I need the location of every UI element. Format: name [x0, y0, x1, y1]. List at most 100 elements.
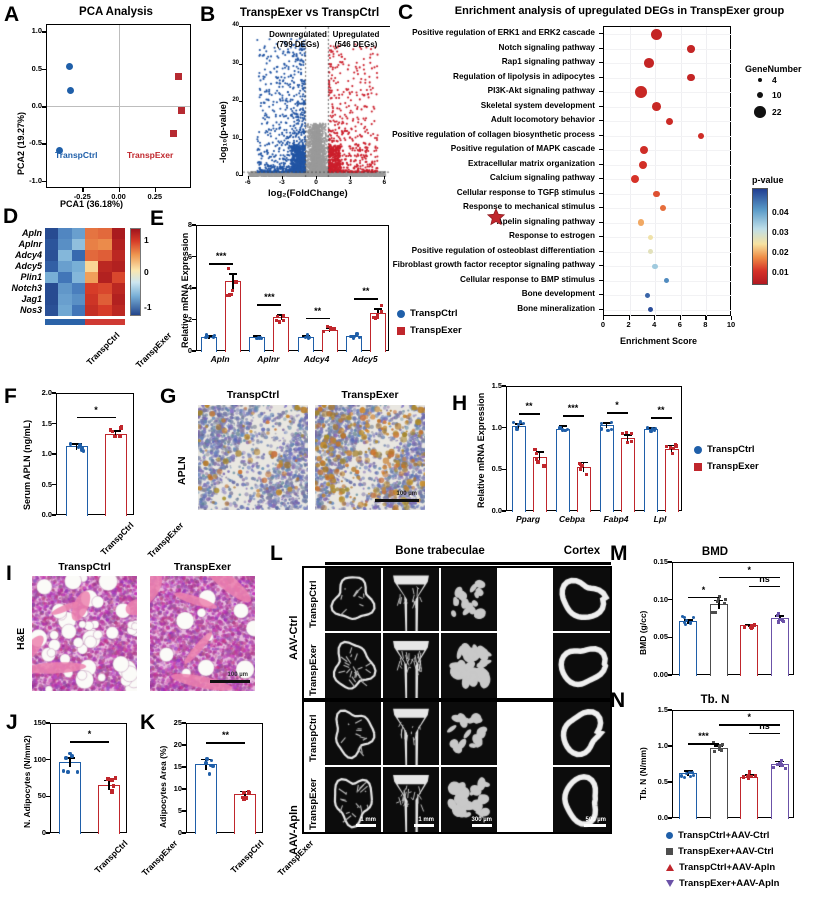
panel-c-term-tick [599, 134, 603, 136]
ytick-mark [182, 810, 186, 812]
ytick-label: 0.0 [657, 813, 668, 822]
panel-d-heatmap-cell [98, 250, 113, 262]
panel-b-ytick-mark [239, 138, 242, 140]
ytick-mark [668, 781, 672, 783]
panel-d-heatmap-cell [111, 305, 126, 317]
panel-l-block-border-aav-apln [302, 700, 612, 834]
panel-c-term-tick [599, 308, 603, 310]
panel-d-heatmap [45, 228, 126, 317]
data-point [777, 617, 781, 621]
panel-c-gridline-v [706, 27, 708, 317]
panel-c-dot [639, 160, 647, 169]
legend-label: TranspExer [707, 461, 759, 472]
significance-line [606, 412, 628, 414]
panel-d-heatmap-cell [98, 294, 113, 306]
panel-d-heatmap-cell [85, 305, 99, 317]
panel-c-gridline-h [604, 208, 732, 210]
panel-d-heatmap-cell [98, 261, 113, 273]
panel-d-heatmap-cell [98, 228, 113, 240]
error-bar-cap [775, 615, 785, 617]
panel-c-dot [665, 117, 673, 125]
legend-marker-circle-icon [694, 445, 702, 454]
error-bar-cap [110, 429, 121, 432]
data-point [274, 318, 278, 322]
data-point [747, 777, 751, 781]
panel-c-term-label: Response to estrogen [509, 231, 595, 241]
error-bar [649, 427, 652, 431]
panel-l-ct-image [325, 701, 381, 765]
panel-c-term-label: Bone mineralization [517, 303, 595, 313]
panel-d-heatmap-cell [98, 239, 113, 251]
panel-b-ann-down-n: (799 DEGs) [276, 40, 320, 49]
data-point [579, 462, 583, 467]
panel-g-row-label: APLN [176, 456, 188, 485]
ytick-label: 20 [173, 740, 182, 749]
ytick-label: 1.0 [41, 449, 52, 458]
panel-d-heatmap-cell [98, 305, 113, 317]
category-label: Apln [210, 354, 230, 364]
panel-c-xlabel: Enrichment Score [620, 336, 698, 346]
panel-c-term-label: PI3K-Akt signaling pathway [487, 86, 595, 96]
panel-n-ylabel: Tb. N (N/mm) [638, 747, 648, 800]
data-point [711, 741, 715, 745]
panel-d-xlabel-ctrl: TranspCtrl [84, 330, 122, 368]
data-point [212, 335, 216, 339]
panel-letter-a: A [4, 3, 20, 26]
error-bar-cap [535, 451, 544, 453]
ytick-mark [52, 453, 56, 455]
category-label: Aplnr [257, 354, 280, 364]
panel-e-legend: TranspCtrl TranspExer [397, 308, 462, 336]
panel-c-xtick: 4 [652, 320, 657, 329]
panel-l-group-label-trabeculae: Bone trabeculae [395, 545, 485, 557]
panel-a-ytick-mark [42, 68, 46, 71]
panel-c-term-label: Regulation of lipolysis in adipocytes [453, 71, 595, 81]
significance-line [76, 416, 116, 419]
ct-canvas [553, 767, 611, 833]
data-point [516, 423, 520, 427]
panel-c-term-label: Calcium signaling pathway [489, 173, 595, 183]
panel-j-ylabel: N. Adipocytes (N/mm2) [22, 735, 32, 828]
legend-marker-square-icon [666, 848, 673, 855]
panel-c-gridline-h [604, 251, 732, 253]
panel-a-xtick: 0.00 [111, 192, 126, 201]
ytick-mark [192, 287, 196, 289]
legend-label: TranspCtrl [707, 444, 755, 455]
panel-l-scalebar-label: 1 mm [418, 817, 434, 823]
data-point [780, 763, 784, 768]
ytick-label: 15 [173, 762, 182, 771]
panel-b-ytick: 40 [232, 22, 239, 28]
bar [201, 337, 218, 352]
panel-c-dot [644, 292, 651, 298]
data-point [205, 336, 209, 340]
panel-c-xtick: 6 [677, 320, 682, 329]
panel-c-gridline-h [604, 48, 732, 50]
data-point [579, 467, 583, 471]
ytick-label: 0.0 [491, 506, 502, 515]
panel-c-term-tick [599, 294, 603, 296]
panel-d-heatmap-cell [111, 239, 126, 251]
error-bar-cap [646, 427, 655, 429]
panel-c-term-label: Rap1 signaling pathway [501, 57, 595, 67]
data-point [720, 749, 724, 753]
data-point [66, 770, 70, 774]
data-point [749, 774, 753, 779]
panel-a-plot: TranspCtrl TranspExer [46, 24, 191, 188]
panel-c-term-tick [599, 207, 603, 209]
ytick-mark [182, 722, 186, 724]
ytick-label: 25 [173, 718, 182, 727]
panel-c-term-tick [599, 178, 603, 180]
panel-c-term-label: Adult locomotory behavior [490, 115, 595, 125]
panel-c-gridline-h [604, 77, 732, 79]
panel-c-gridline-h [604, 295, 732, 297]
panel-b-ytick-mark [239, 26, 242, 28]
panel-l-block-label-aav-ctrl: AAV-Ctrl [288, 615, 300, 660]
ytick-label: 0.5 [491, 464, 502, 474]
panel-c-gridline-h [604, 92, 732, 94]
data-point [714, 611, 718, 615]
ct-canvas [325, 568, 381, 631]
error-bar-cap [229, 273, 238, 275]
error-bar [605, 422, 608, 429]
data-point [629, 439, 634, 443]
panel-l-ct-image [441, 568, 497, 631]
panel-c-color-legend-title: p-value [752, 175, 784, 185]
